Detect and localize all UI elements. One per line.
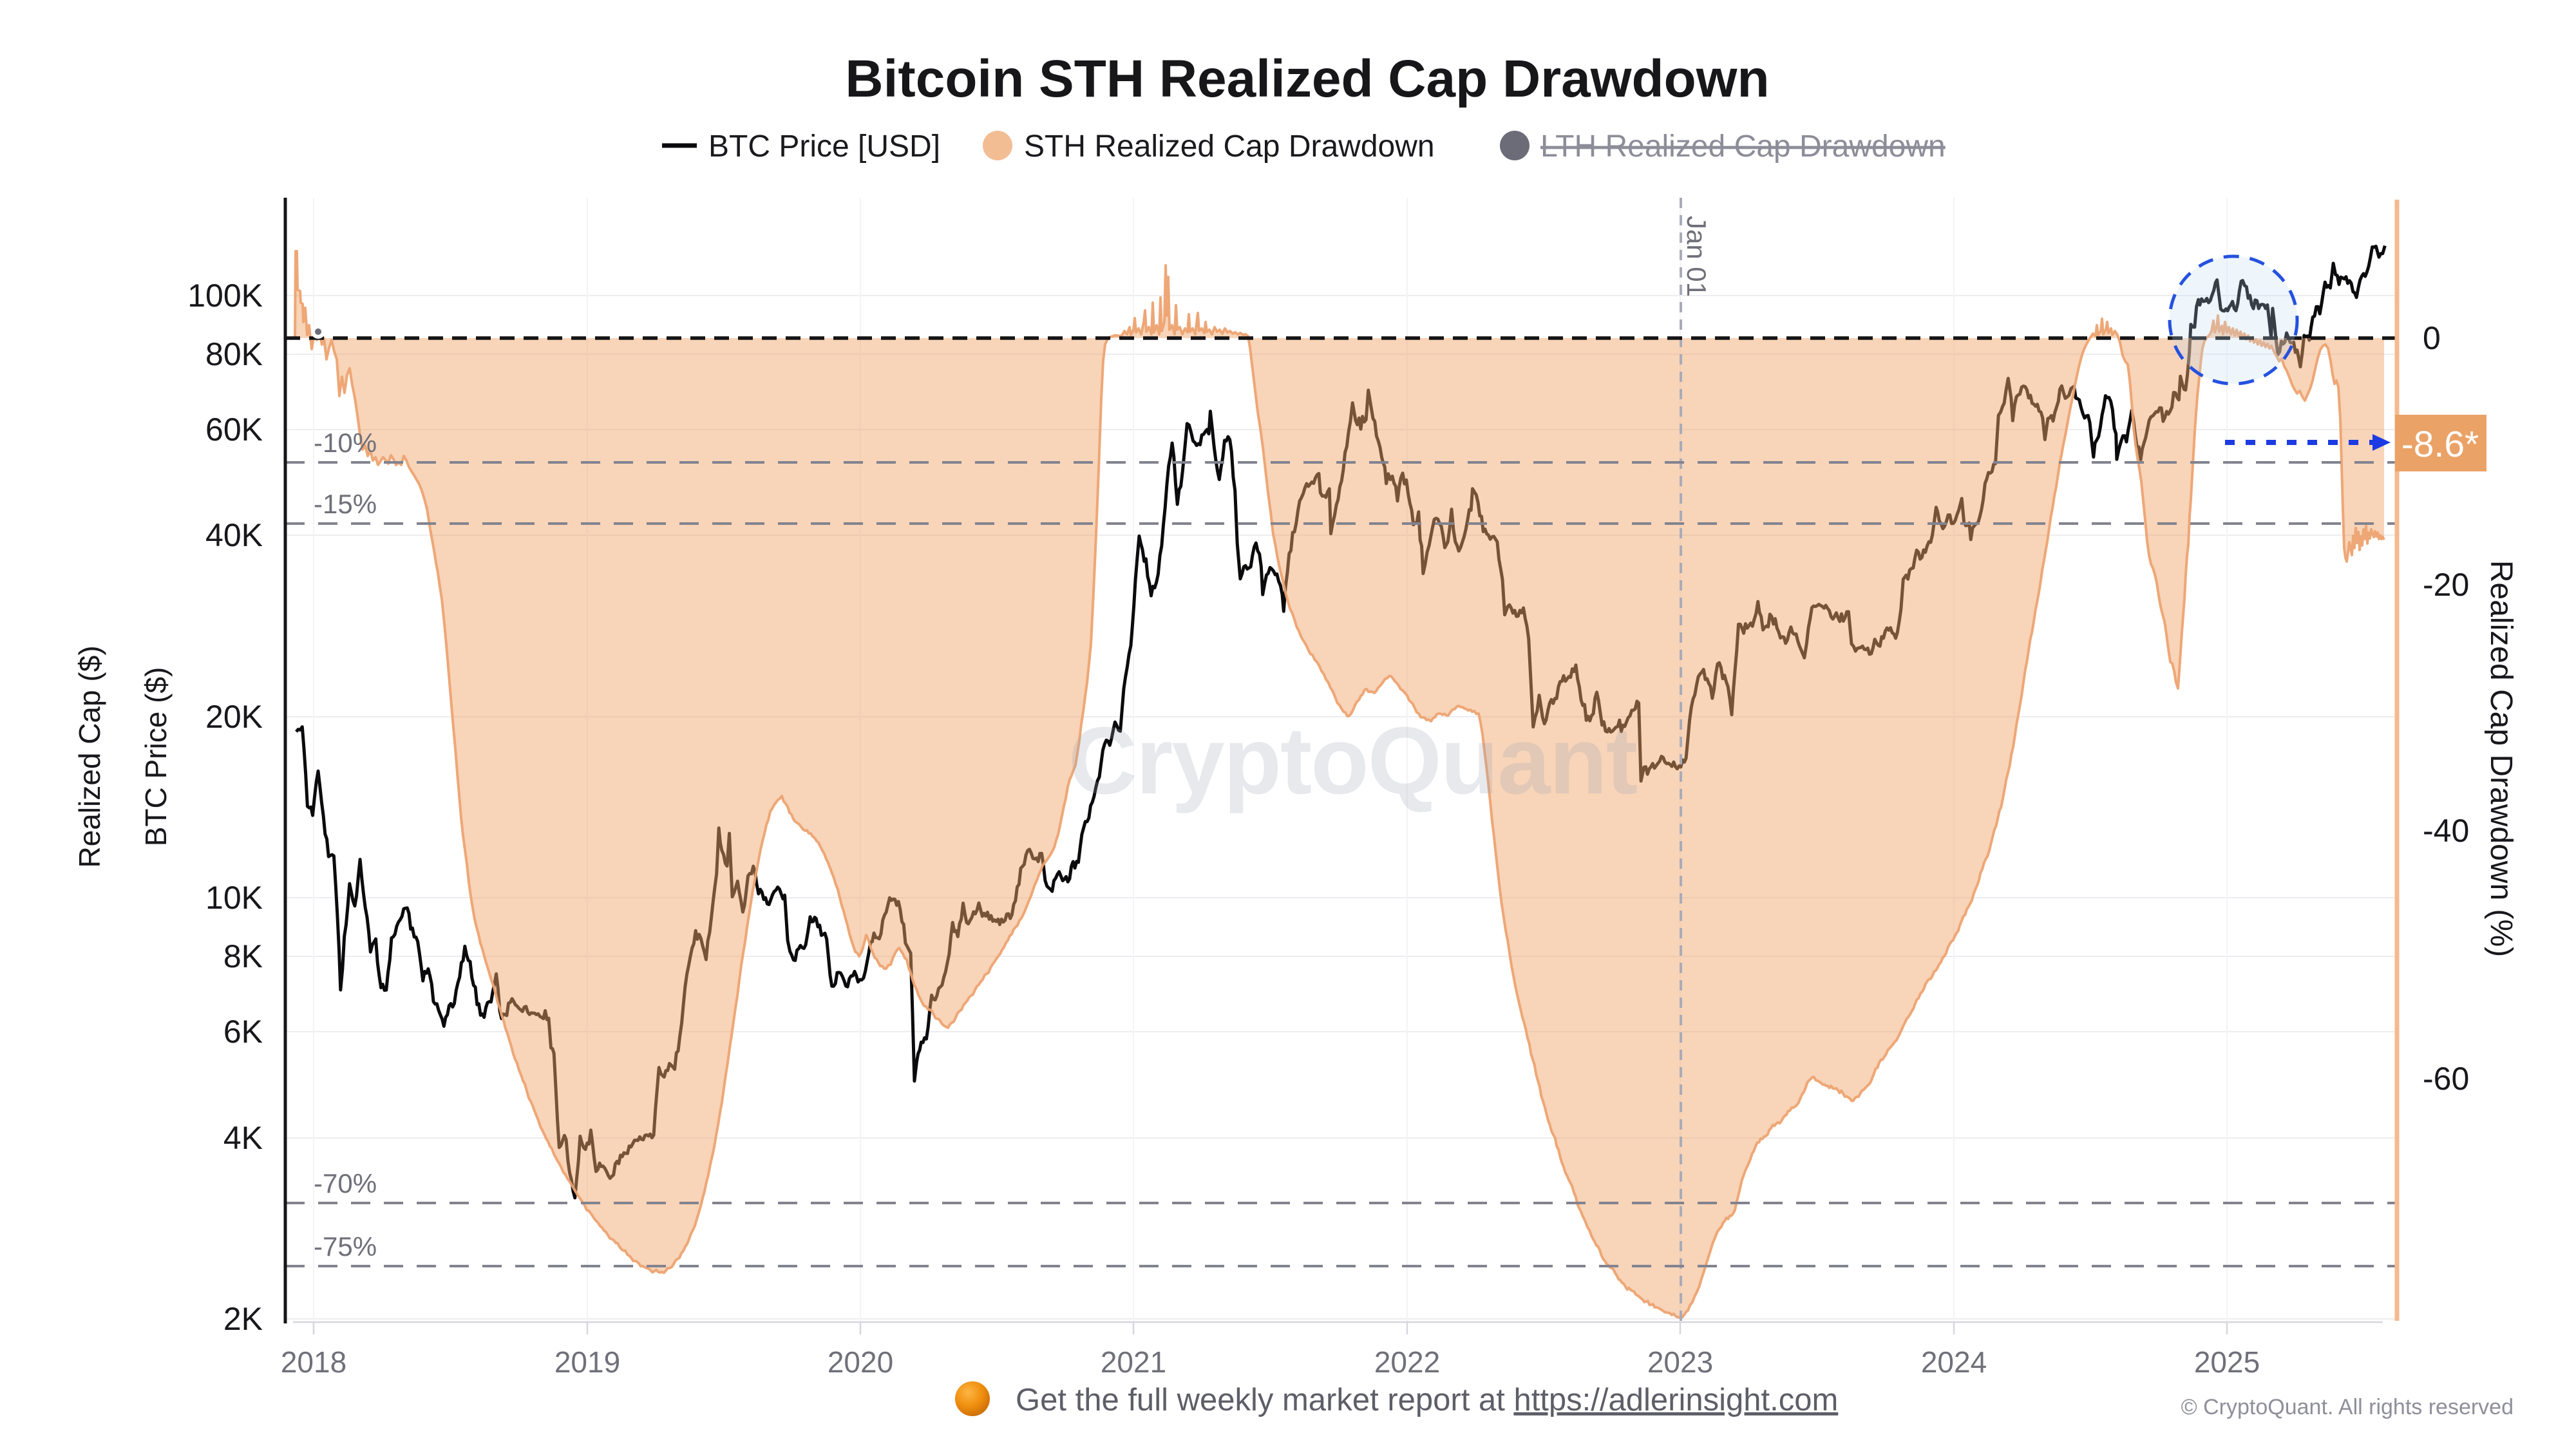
svg-text:-40: -40 xyxy=(2423,813,2469,849)
svg-text:80K: 80K xyxy=(205,336,263,372)
svg-text:100K: 100K xyxy=(187,278,263,314)
svg-text:-20: -20 xyxy=(2423,567,2469,603)
svg-text:2K: 2K xyxy=(223,1301,263,1337)
svg-text:2020: 2020 xyxy=(828,1345,893,1379)
svg-text:4K: 4K xyxy=(223,1120,263,1156)
svg-text:-75%: -75% xyxy=(314,1231,377,1262)
svg-text:6K: 6K xyxy=(223,1014,263,1050)
svg-text:STH Realized Cap Drawdown: STH Realized Cap Drawdown xyxy=(1024,129,1435,164)
svg-text:BTC Price ($): BTC Price ($) xyxy=(139,667,173,847)
svg-text:2023: 2023 xyxy=(1647,1345,1713,1379)
svg-text:40K: 40K xyxy=(205,517,263,553)
svg-text:2024: 2024 xyxy=(1921,1345,1987,1379)
svg-text:-70%: -70% xyxy=(314,1168,377,1198)
svg-text:-10%: -10% xyxy=(314,428,377,458)
svg-text:2025: 2025 xyxy=(2194,1345,2260,1379)
svg-text:2022: 2022 xyxy=(1374,1345,1440,1379)
svg-text:© CryptoQuant. All rights rese: © CryptoQuant. All rights reserved xyxy=(2181,1395,2514,1419)
svg-text:8K: 8K xyxy=(223,938,263,974)
svg-text:Jan 01: Jan 01 xyxy=(1681,216,1712,297)
svg-text:Realized Cap Drawdown (%): Realized Cap Drawdown (%) xyxy=(2484,560,2518,957)
svg-text:-8.6*: -8.6* xyxy=(2401,424,2479,465)
svg-text:2018: 2018 xyxy=(281,1345,346,1379)
svg-text:20K: 20K xyxy=(205,699,263,735)
svg-text:10K: 10K xyxy=(205,880,263,916)
svg-text:0: 0 xyxy=(2423,320,2441,356)
svg-text:2021: 2021 xyxy=(1101,1345,1166,1379)
svg-text:Get the full weekly market rep: Get the full weekly market report at htt… xyxy=(1016,1383,1838,1417)
svg-text:2019: 2019 xyxy=(554,1345,620,1379)
svg-text:CryptoQuant: CryptoQuant xyxy=(1068,708,1637,814)
svg-text:60K: 60K xyxy=(205,412,263,448)
svg-text:Realized Cap ($): Realized Cap ($) xyxy=(73,645,106,867)
svg-text:-60: -60 xyxy=(2423,1061,2469,1097)
svg-text:LTH Realized Cap Drawdown: LTH Realized Cap Drawdown xyxy=(1540,129,1946,164)
svg-text:-15%: -15% xyxy=(314,489,377,519)
svg-text:BTC Price [USD]: BTC Price [USD] xyxy=(708,129,940,164)
svg-text:Bitcoin STH Realized Cap Drawd: Bitcoin STH Realized Cap Drawdown xyxy=(845,50,1769,108)
